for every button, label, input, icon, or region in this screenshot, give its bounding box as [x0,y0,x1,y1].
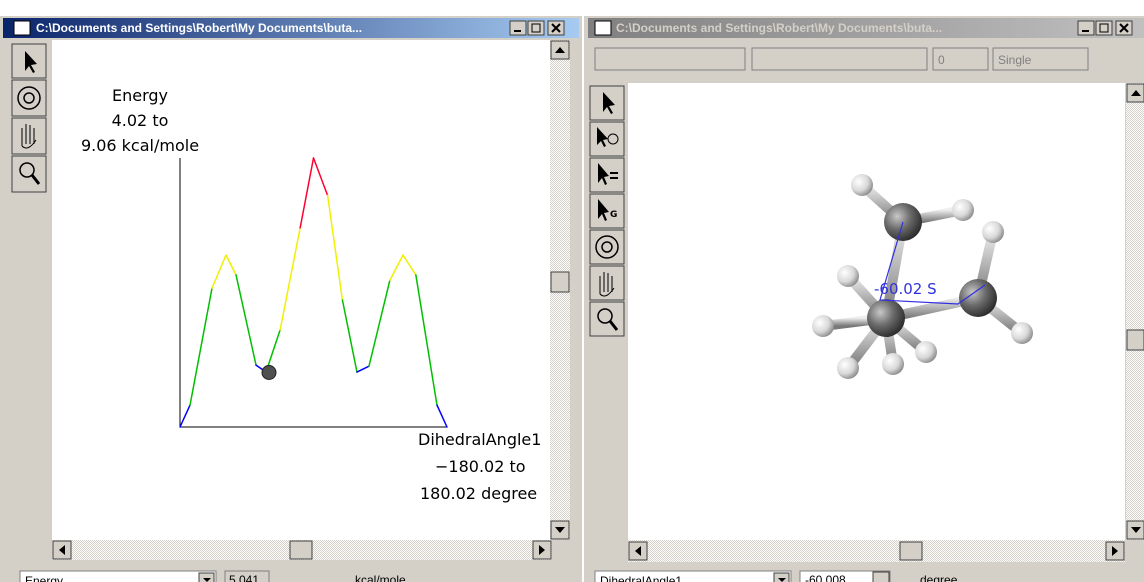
vertical-scrollbar[interactable] [550,40,570,540]
x-axis-label: 180.02 degree [420,484,537,503]
property-unit: degree [920,573,958,582]
window-icon [595,21,611,35]
property-value: 5.041 [229,573,259,582]
horizontal-scrollbar[interactable] [52,540,552,560]
property-name: Energy [25,574,63,582]
window-buttons[interactable] [510,21,564,35]
x-axis-label: −180.02 to [435,457,526,476]
screen: C:\Documents and Settings\Robert\My Docu… [0,0,1144,582]
window-title: C:\Documents and Settings\Robert\My Docu… [36,21,362,35]
toolbar[interactable]: G [590,86,624,336]
property-unit: kcal/mole [355,573,406,582]
count-field: 0 [938,53,945,67]
right-window: C:\Documents and Settings\Robert\My Docu… [584,16,1144,582]
toolbar[interactable] [12,44,46,192]
horizontal-scrollbar[interactable] [628,540,1125,562]
x-axis-label: DihedralAngle1 [418,430,541,449]
info-fields: 0 Single [595,48,1088,70]
vertical-scrollbar[interactable] [1126,83,1144,540]
window-icon [14,21,30,35]
y-axis-label: 9.06 kcal/mole [81,136,199,155]
property-name: DihedralAngle1 [600,574,682,582]
svg-text:G: G [610,210,617,220]
dihedral-label: -60.02 S [874,280,937,298]
y-axis-label: 4.02 to [112,111,169,130]
y-axis-label: Energy [112,86,168,105]
window-buttons[interactable] [1078,21,1132,35]
window-title: C:\Documents and Settings\Robert\My Docu… [616,21,942,35]
property-value: -60.008 [805,573,846,582]
current-point [262,366,276,380]
left-window: C:\Documents and Settings\Robert\My Docu… [0,16,582,582]
mode-field: Single [998,53,1032,67]
